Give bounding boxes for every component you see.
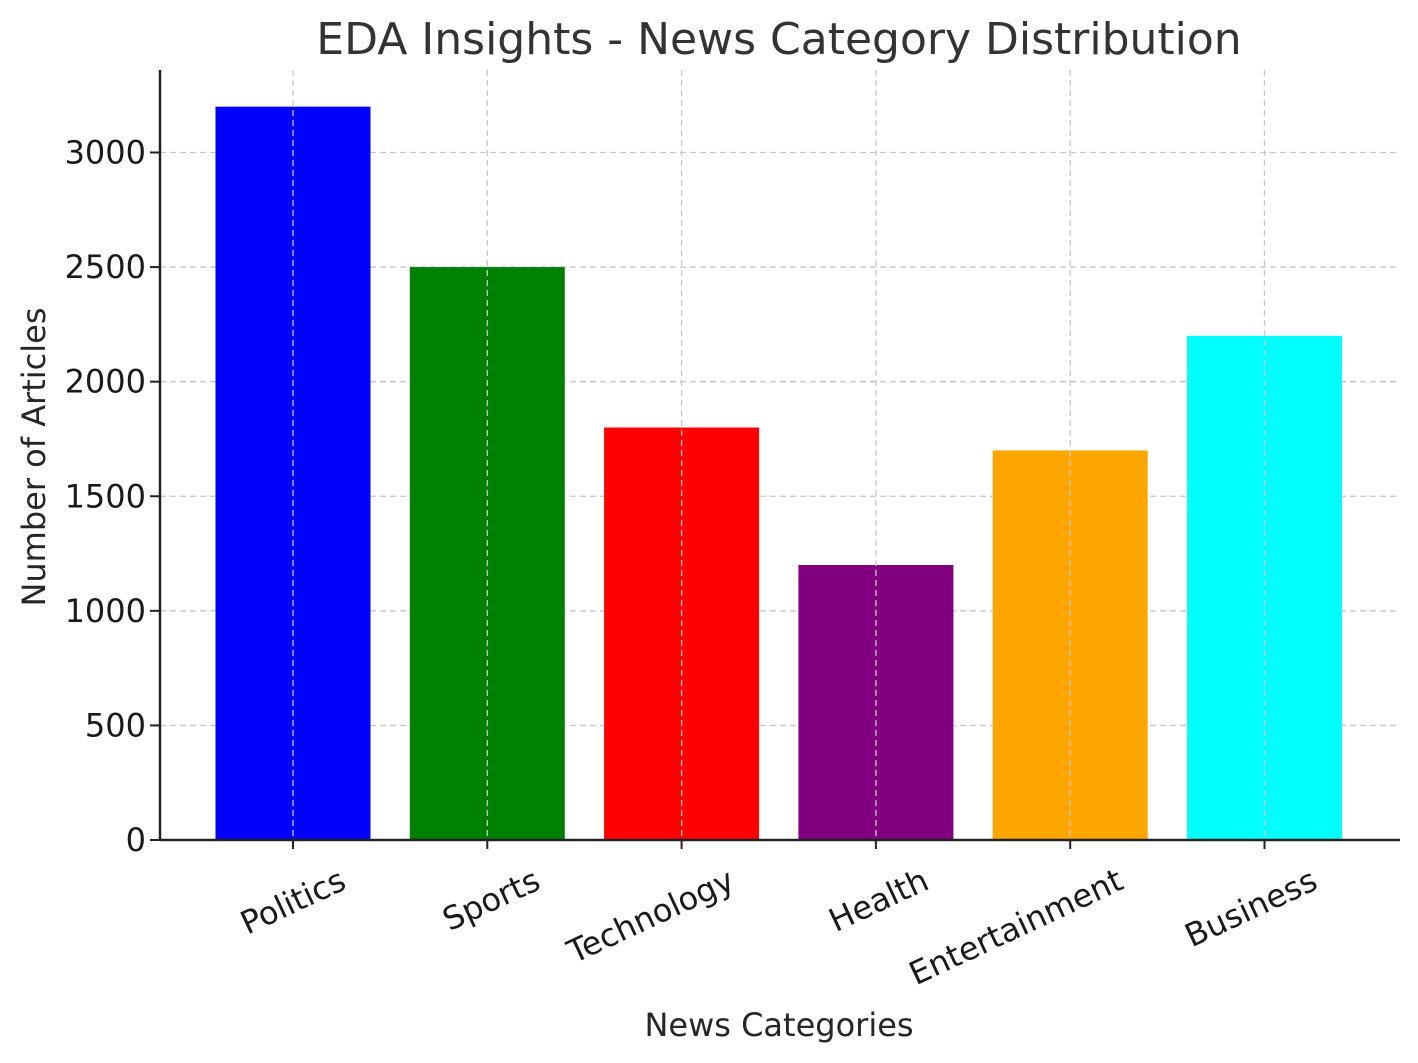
x-tick-labels: Politics Sports Technology HealthEntertainm… <box>235 861 1323 993</box>
y-tick-labels: 0 500 1000 1500 2000 2500 3000 <box>65 134 146 860</box>
y-tick-label: 1000 <box>65 592 146 630</box>
x-tick-label: Entertainment <box>903 861 1128 993</box>
x-tick-label: Politics <box>235 861 352 942</box>
y-tick-label: 0 <box>126 821 146 859</box>
y-tick-label: 1500 <box>65 477 146 515</box>
x-tick-label: Business <box>1179 861 1323 955</box>
vertical-grid-lines <box>292 70 1266 840</box>
y-tick-label: 3000 <box>65 134 146 172</box>
y-tick-label: 2500 <box>65 248 146 286</box>
chart-title: EDA Insights - News Category Distributio… <box>316 14 1241 65</box>
y-tick-label: 2000 <box>65 363 146 401</box>
x-tick-label: Health <box>823 861 934 940</box>
x-axis-label: News Categories <box>644 1006 913 1044</box>
x-tick-label: Technology <box>561 861 740 972</box>
y-tick-label: 500 <box>85 706 146 744</box>
bars <box>215 106 1342 840</box>
y-axis-label: Number of Articles <box>15 307 53 606</box>
x-tick-label: Sports <box>437 861 546 939</box>
axes <box>150 70 1400 849</box>
